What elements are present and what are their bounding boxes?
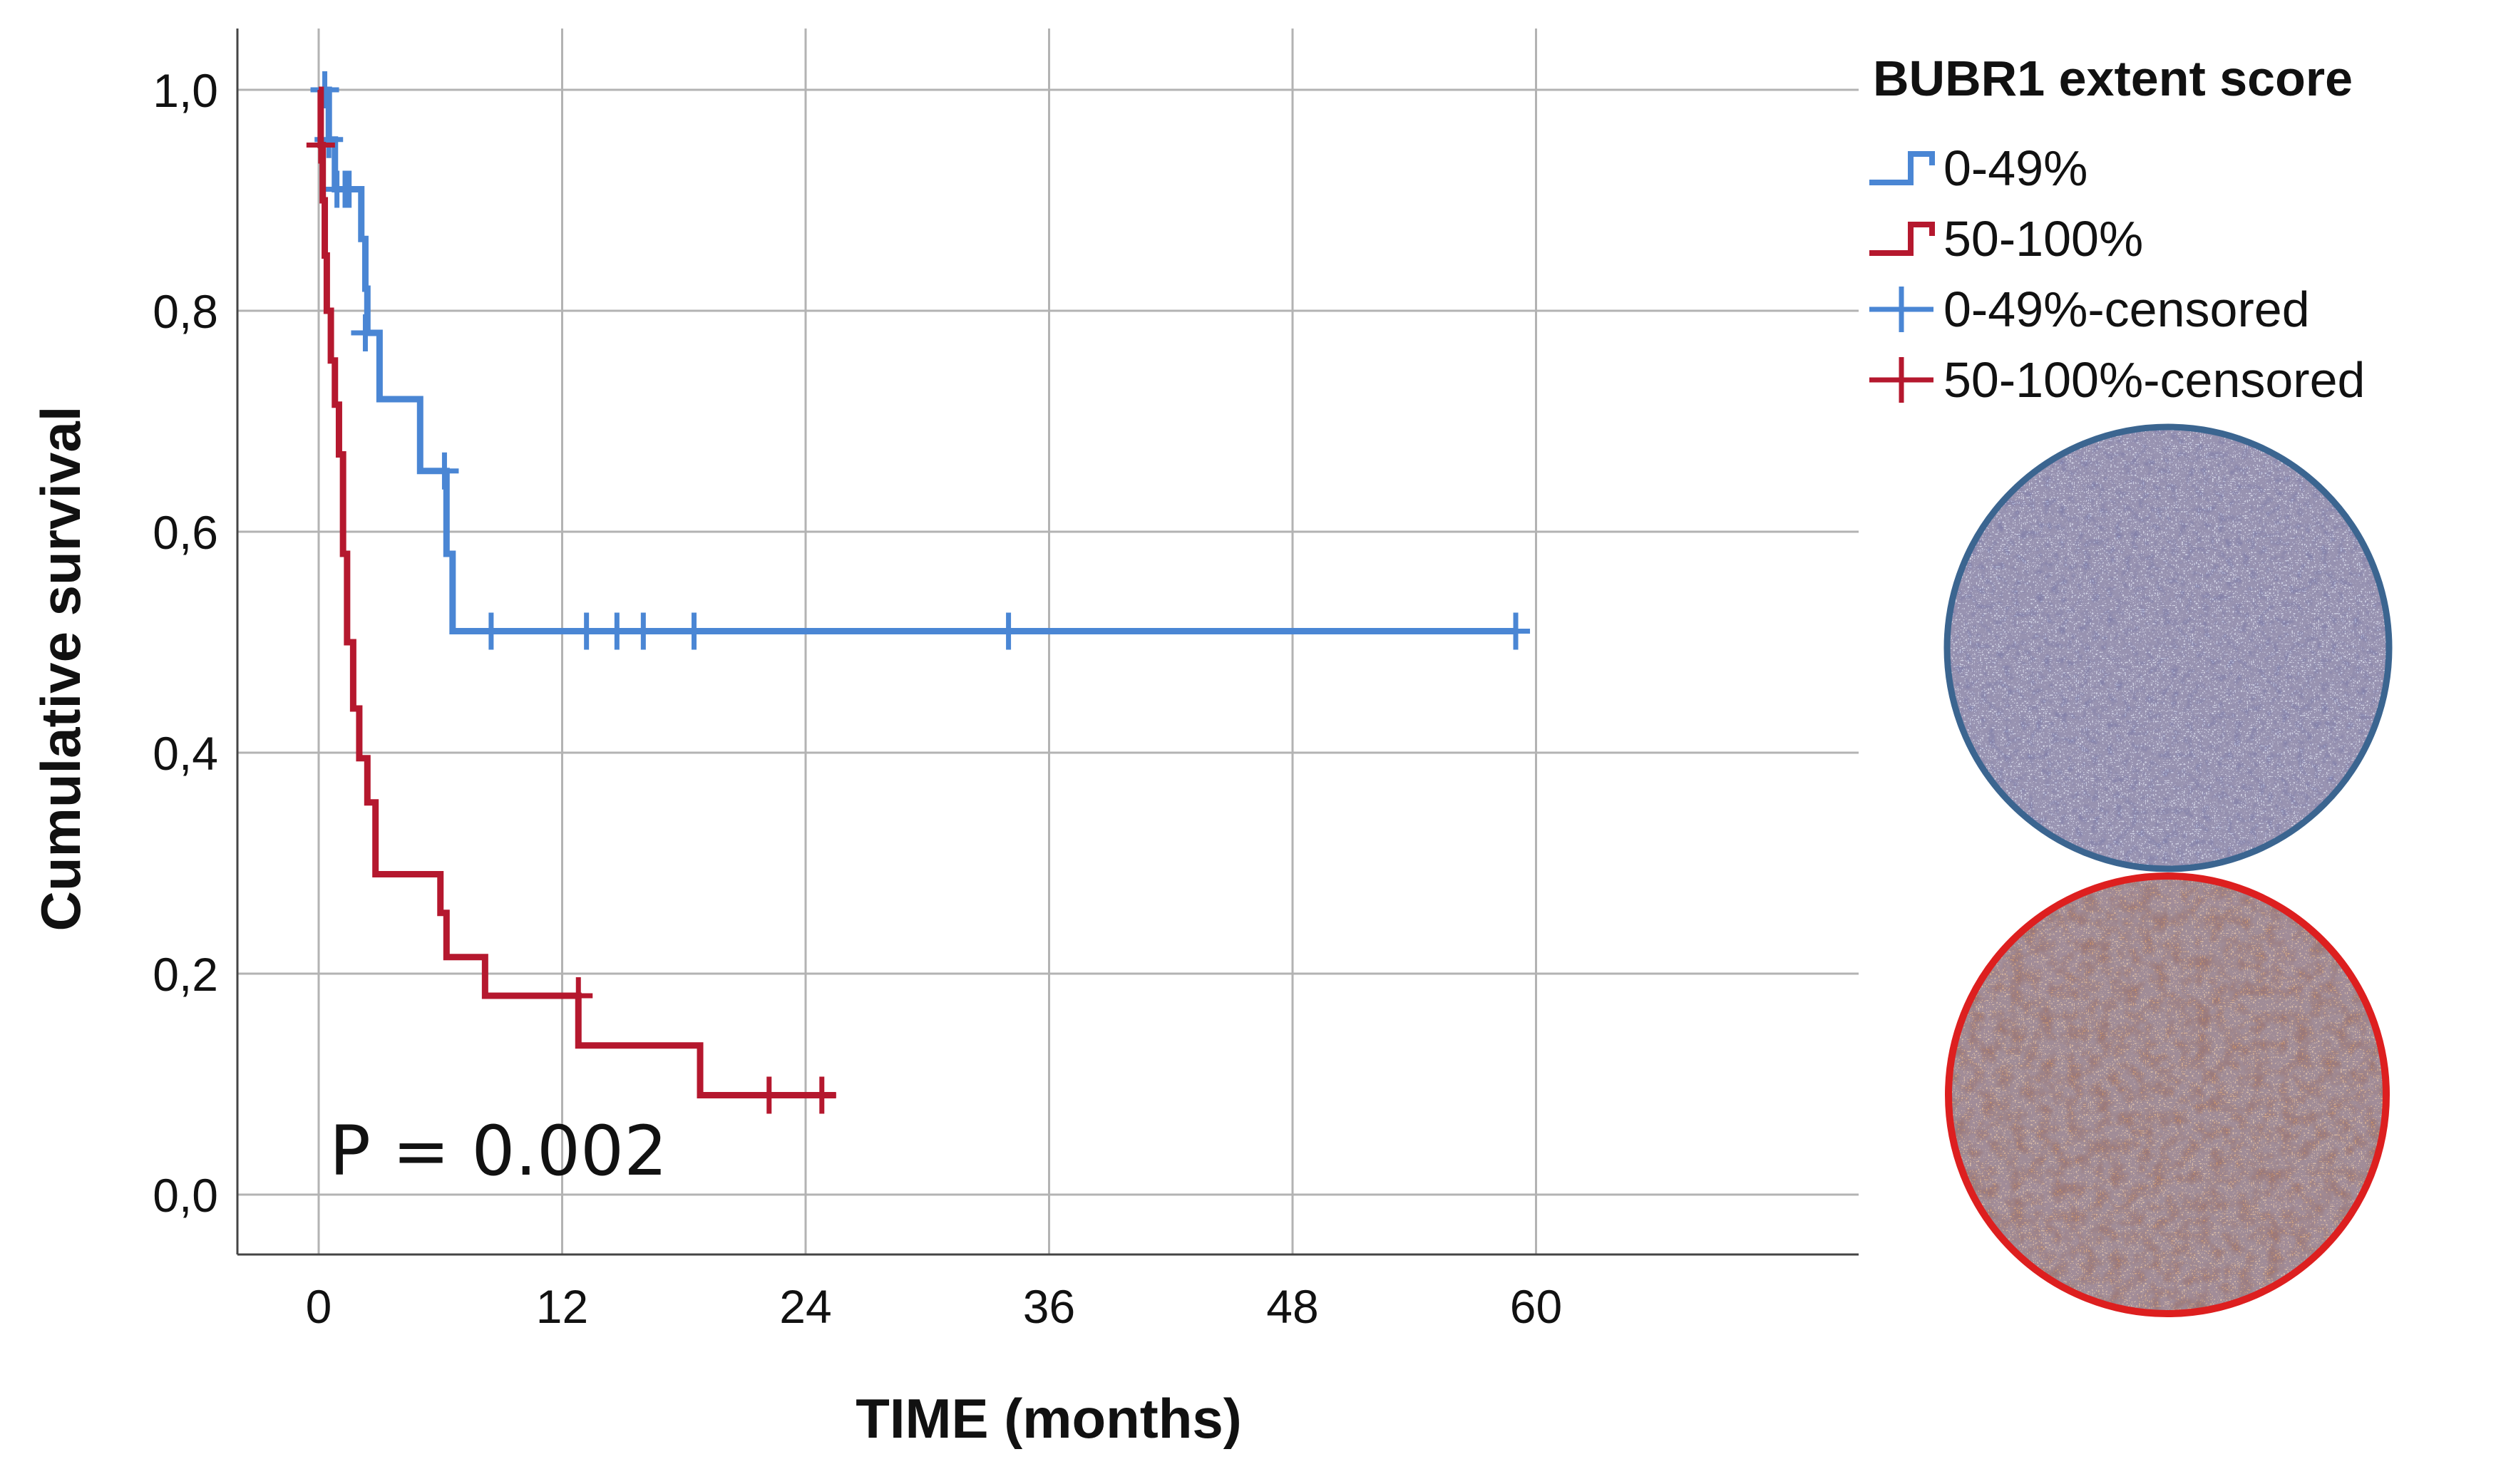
legend-title: BUBR1 extent score: [1873, 51, 2353, 106]
y-tick-label: 0,4: [153, 727, 218, 780]
tissue-images: [1943, 423, 2393, 1317]
series-low-extent: [310, 71, 1531, 650]
x-tick-label: 60: [1510, 1280, 1562, 1333]
x-tick-label: 0: [306, 1280, 332, 1333]
tissue-core-low-staining: [1943, 423, 2393, 872]
legend-label: 50-100%-censored: [1943, 352, 2365, 408]
plot-axes: [236, 29, 1859, 1256]
legend-entry: 0-49%: [1869, 140, 2087, 196]
y-tick-label: 0,8: [153, 285, 218, 338]
y-tick-label: 1,0: [153, 64, 218, 117]
legend-label: 50-100%: [1943, 211, 2143, 267]
x-tick-label: 12: [536, 1280, 588, 1333]
y-tick-labels: 0,0 0,2 0,4 0,6 0,8 1,0: [153, 64, 218, 1222]
x-tick-label: 48: [1266, 1280, 1318, 1333]
y-axis-title: Cumulative survival: [29, 406, 92, 932]
legend-step-symbol: [1869, 151, 1935, 185]
survival-curve: [317, 86, 836, 1098]
legend-label: 0-49%-censored: [1943, 282, 2310, 337]
y-tick-label: 0,2: [153, 948, 218, 1001]
series-layer: [306, 71, 1531, 1114]
legend: BUBR1 extent score 0-49% 50-100% 0-49%-cen…: [1869, 51, 2365, 408]
x-tick-label: 24: [779, 1280, 831, 1333]
x-axis-title: TIME (months): [856, 1387, 1242, 1450]
legend-label: 0-49%: [1943, 140, 2087, 196]
survival-curve: [319, 86, 1516, 634]
x-tick-label: 36: [1023, 1280, 1075, 1333]
legend-entry: 50-100%: [1869, 211, 2143, 267]
legend-step-symbol: [1869, 222, 1935, 256]
p-value-annotation: P = 0.002: [329, 1111, 667, 1191]
series-high-extent: [306, 86, 836, 1114]
legend-entry: 0-49%-censored: [1869, 282, 2310, 337]
x-tick-labels: 0 12 24 36 48 60: [306, 1280, 1563, 1333]
y-tick-label: 0,0: [153, 1169, 218, 1222]
legend-entries: 0-49% 50-100% 0-49%-censored 50-100%-censor…: [1869, 140, 2365, 408]
tissue-core-high-staining: [1945, 872, 2390, 1317]
grid: [237, 29, 1859, 1254]
y-tick-label: 0,6: [153, 506, 218, 559]
legend-entry: 50-100%-censored: [1869, 352, 2365, 408]
